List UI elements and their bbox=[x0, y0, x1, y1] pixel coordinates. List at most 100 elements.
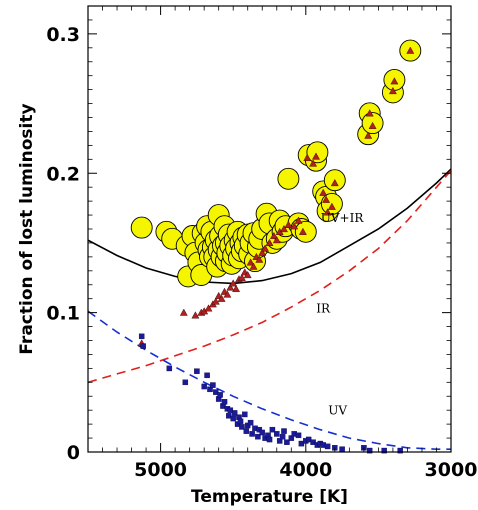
uv-loss-point bbox=[204, 372, 210, 379]
ir-loss-point bbox=[255, 255, 264, 263]
uv-loss-point bbox=[295, 432, 302, 439]
uv-loss-point bbox=[201, 383, 207, 390]
ir-loss-point bbox=[364, 131, 373, 139]
uv-loss-point bbox=[243, 428, 250, 434]
total-loss-point bbox=[130, 216, 153, 239]
total-loss-point bbox=[277, 167, 300, 190]
uv-loss-point bbox=[244, 422, 251, 429]
uv-loss-point bbox=[234, 421, 241, 427]
x-tick-label: 3000 bbox=[425, 459, 478, 481]
ir-loss-point bbox=[232, 284, 241, 292]
ir-loss-point bbox=[246, 258, 255, 266]
ir-loss-point bbox=[294, 216, 303, 224]
uv-loss-point bbox=[213, 389, 219, 395]
uv-loss-point bbox=[259, 429, 265, 436]
y-tick-label: 0.1 bbox=[46, 303, 80, 325]
ir-loss-point bbox=[204, 304, 213, 312]
ir-loss-point bbox=[269, 231, 278, 240]
model-curves bbox=[88, 168, 451, 450]
y-tick-label: 0.3 bbox=[46, 24, 80, 46]
uv-loss-point bbox=[255, 433, 261, 440]
ir-loss-point bbox=[319, 188, 328, 196]
uv-loss-point bbox=[210, 382, 216, 388]
ir-loss-point bbox=[191, 311, 200, 319]
uv-loss-point bbox=[381, 447, 387, 454]
y-tick-label: 0.2 bbox=[46, 163, 80, 185]
ir-loss-point bbox=[368, 121, 377, 129]
uv-loss-point bbox=[166, 365, 173, 372]
ir-loss-point bbox=[223, 290, 232, 298]
uv-loss-point bbox=[221, 399, 228, 405]
x-tick-label: 5000 bbox=[134, 459, 187, 481]
uv-loss-point bbox=[397, 447, 403, 454]
uv-loss-point bbox=[310, 439, 316, 445]
ir-loss-point bbox=[243, 270, 252, 279]
uv-loss-point bbox=[242, 411, 248, 418]
uv-loss-point bbox=[217, 392, 223, 398]
curve-label-ir: IR bbox=[316, 302, 331, 316]
ir-loss-point bbox=[249, 262, 258, 270]
uv-loss-point bbox=[266, 436, 273, 443]
uv-loss-point bbox=[269, 426, 276, 433]
x-tick-label: 4000 bbox=[279, 459, 332, 481]
ir-loss-point bbox=[365, 109, 374, 117]
y-tick-label: 0 bbox=[67, 442, 80, 464]
plot-frame bbox=[87, 5, 452, 453]
curve-labels: UV+IR IR UV bbox=[316, 211, 364, 417]
ir-loss-point bbox=[298, 227, 307, 235]
uv-loss-point bbox=[279, 433, 286, 440]
ir-loss-point bbox=[323, 208, 332, 216]
uv-loss-point bbox=[249, 431, 255, 437]
uv-loss-point bbox=[288, 435, 295, 441]
ir-loss-point bbox=[303, 153, 312, 162]
ir-loss-point bbox=[179, 308, 188, 316]
uv-loss-point bbox=[324, 443, 331, 450]
ir-loss-point bbox=[290, 222, 299, 230]
y-axis-label: Fraction of lost luminosity bbox=[17, 103, 37, 354]
total-loss-point bbox=[294, 220, 317, 243]
uv-loss-point bbox=[140, 343, 146, 349]
ir-loss-point bbox=[229, 279, 238, 287]
uv-loss-point bbox=[274, 431, 280, 437]
uv-loss-point bbox=[227, 407, 234, 413]
uv-loss-point bbox=[237, 418, 244, 425]
uv-loss-point bbox=[182, 379, 189, 386]
ir-loss-point bbox=[309, 159, 318, 167]
ir-loss-point bbox=[406, 46, 415, 54]
ir-loss-point bbox=[280, 224, 288, 233]
curve-label-uv-ir: UV+IR bbox=[321, 211, 365, 225]
ir-loss-points bbox=[137, 46, 415, 347]
uv-loss-point bbox=[256, 426, 263, 433]
ir-loss-point bbox=[327, 202, 336, 210]
ir-loss-point bbox=[330, 178, 339, 187]
total-loss-points bbox=[130, 39, 422, 288]
ir-loss-point bbox=[390, 77, 399, 85]
curve-label-uv: UV bbox=[328, 403, 347, 417]
ir-loss-point bbox=[272, 236, 281, 244]
uv-loss-point bbox=[339, 446, 345, 452]
ir-loss-point bbox=[265, 238, 274, 247]
ir-model-curve bbox=[88, 169, 451, 384]
ir-loss-point bbox=[261, 244, 270, 252]
ir-loss-point bbox=[284, 220, 293, 228]
uv-loss-point bbox=[138, 333, 145, 340]
total-loss-point bbox=[306, 141, 329, 164]
uv-loss-point bbox=[284, 439, 290, 445]
uv-model-curve bbox=[88, 310, 451, 450]
ir-loss-point bbox=[226, 283, 235, 291]
uv-loss-point bbox=[231, 410, 238, 416]
uv-loss-point bbox=[230, 415, 236, 422]
x-axis-label: Temperature [K] bbox=[191, 487, 348, 507]
axes: 5000 4000 3000 0 0.1 0.2 0.3 bbox=[46, 5, 478, 481]
ir-loss-point bbox=[211, 297, 220, 305]
ir-loss-point bbox=[312, 152, 320, 160]
ir-loss-point bbox=[388, 86, 397, 95]
uv-loss-point bbox=[281, 428, 287, 434]
ir-loss-point bbox=[217, 294, 226, 302]
ir-loss-point bbox=[258, 248, 267, 256]
uv-loss-point bbox=[247, 419, 254, 426]
ir-loss-point bbox=[322, 195, 331, 203]
uv-loss-point bbox=[194, 368, 200, 374]
uv-loss-points bbox=[138, 333, 403, 454]
